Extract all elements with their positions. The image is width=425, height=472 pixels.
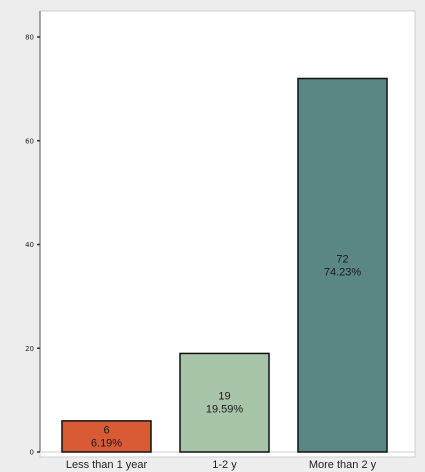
category-labels: Less than 1 year 1-2 y More than 2 y (66, 459, 377, 471)
bar (61, 420, 152, 453)
y-tick-label: 0 (30, 449, 34, 457)
y-tick-label: 80 (25, 34, 34, 42)
bar-value-label: 6 (103, 424, 109, 436)
bars (61, 77, 388, 453)
x-category-label: 1-2 y (212, 459, 237, 471)
y-tick-label: 40 (25, 241, 34, 249)
bar-percent-label: 6.19% (91, 437, 122, 449)
y-ticks: 0 20 40 60 80 (25, 34, 40, 457)
x-category-label: Less than 1 year (66, 459, 148, 471)
bar (179, 352, 270, 453)
bar-percent-label: 19.59% (206, 404, 244, 416)
x-category-label: More than 2 y (309, 459, 377, 471)
bar (297, 77, 388, 453)
y-tick-label: 60 (25, 137, 34, 145)
bar-percent-label: 74.23% (324, 266, 362, 278)
bar-value-label: 72 (336, 253, 348, 265)
y-tick-label: 20 (25, 345, 34, 353)
bar-value-label: 19 (218, 391, 230, 403)
